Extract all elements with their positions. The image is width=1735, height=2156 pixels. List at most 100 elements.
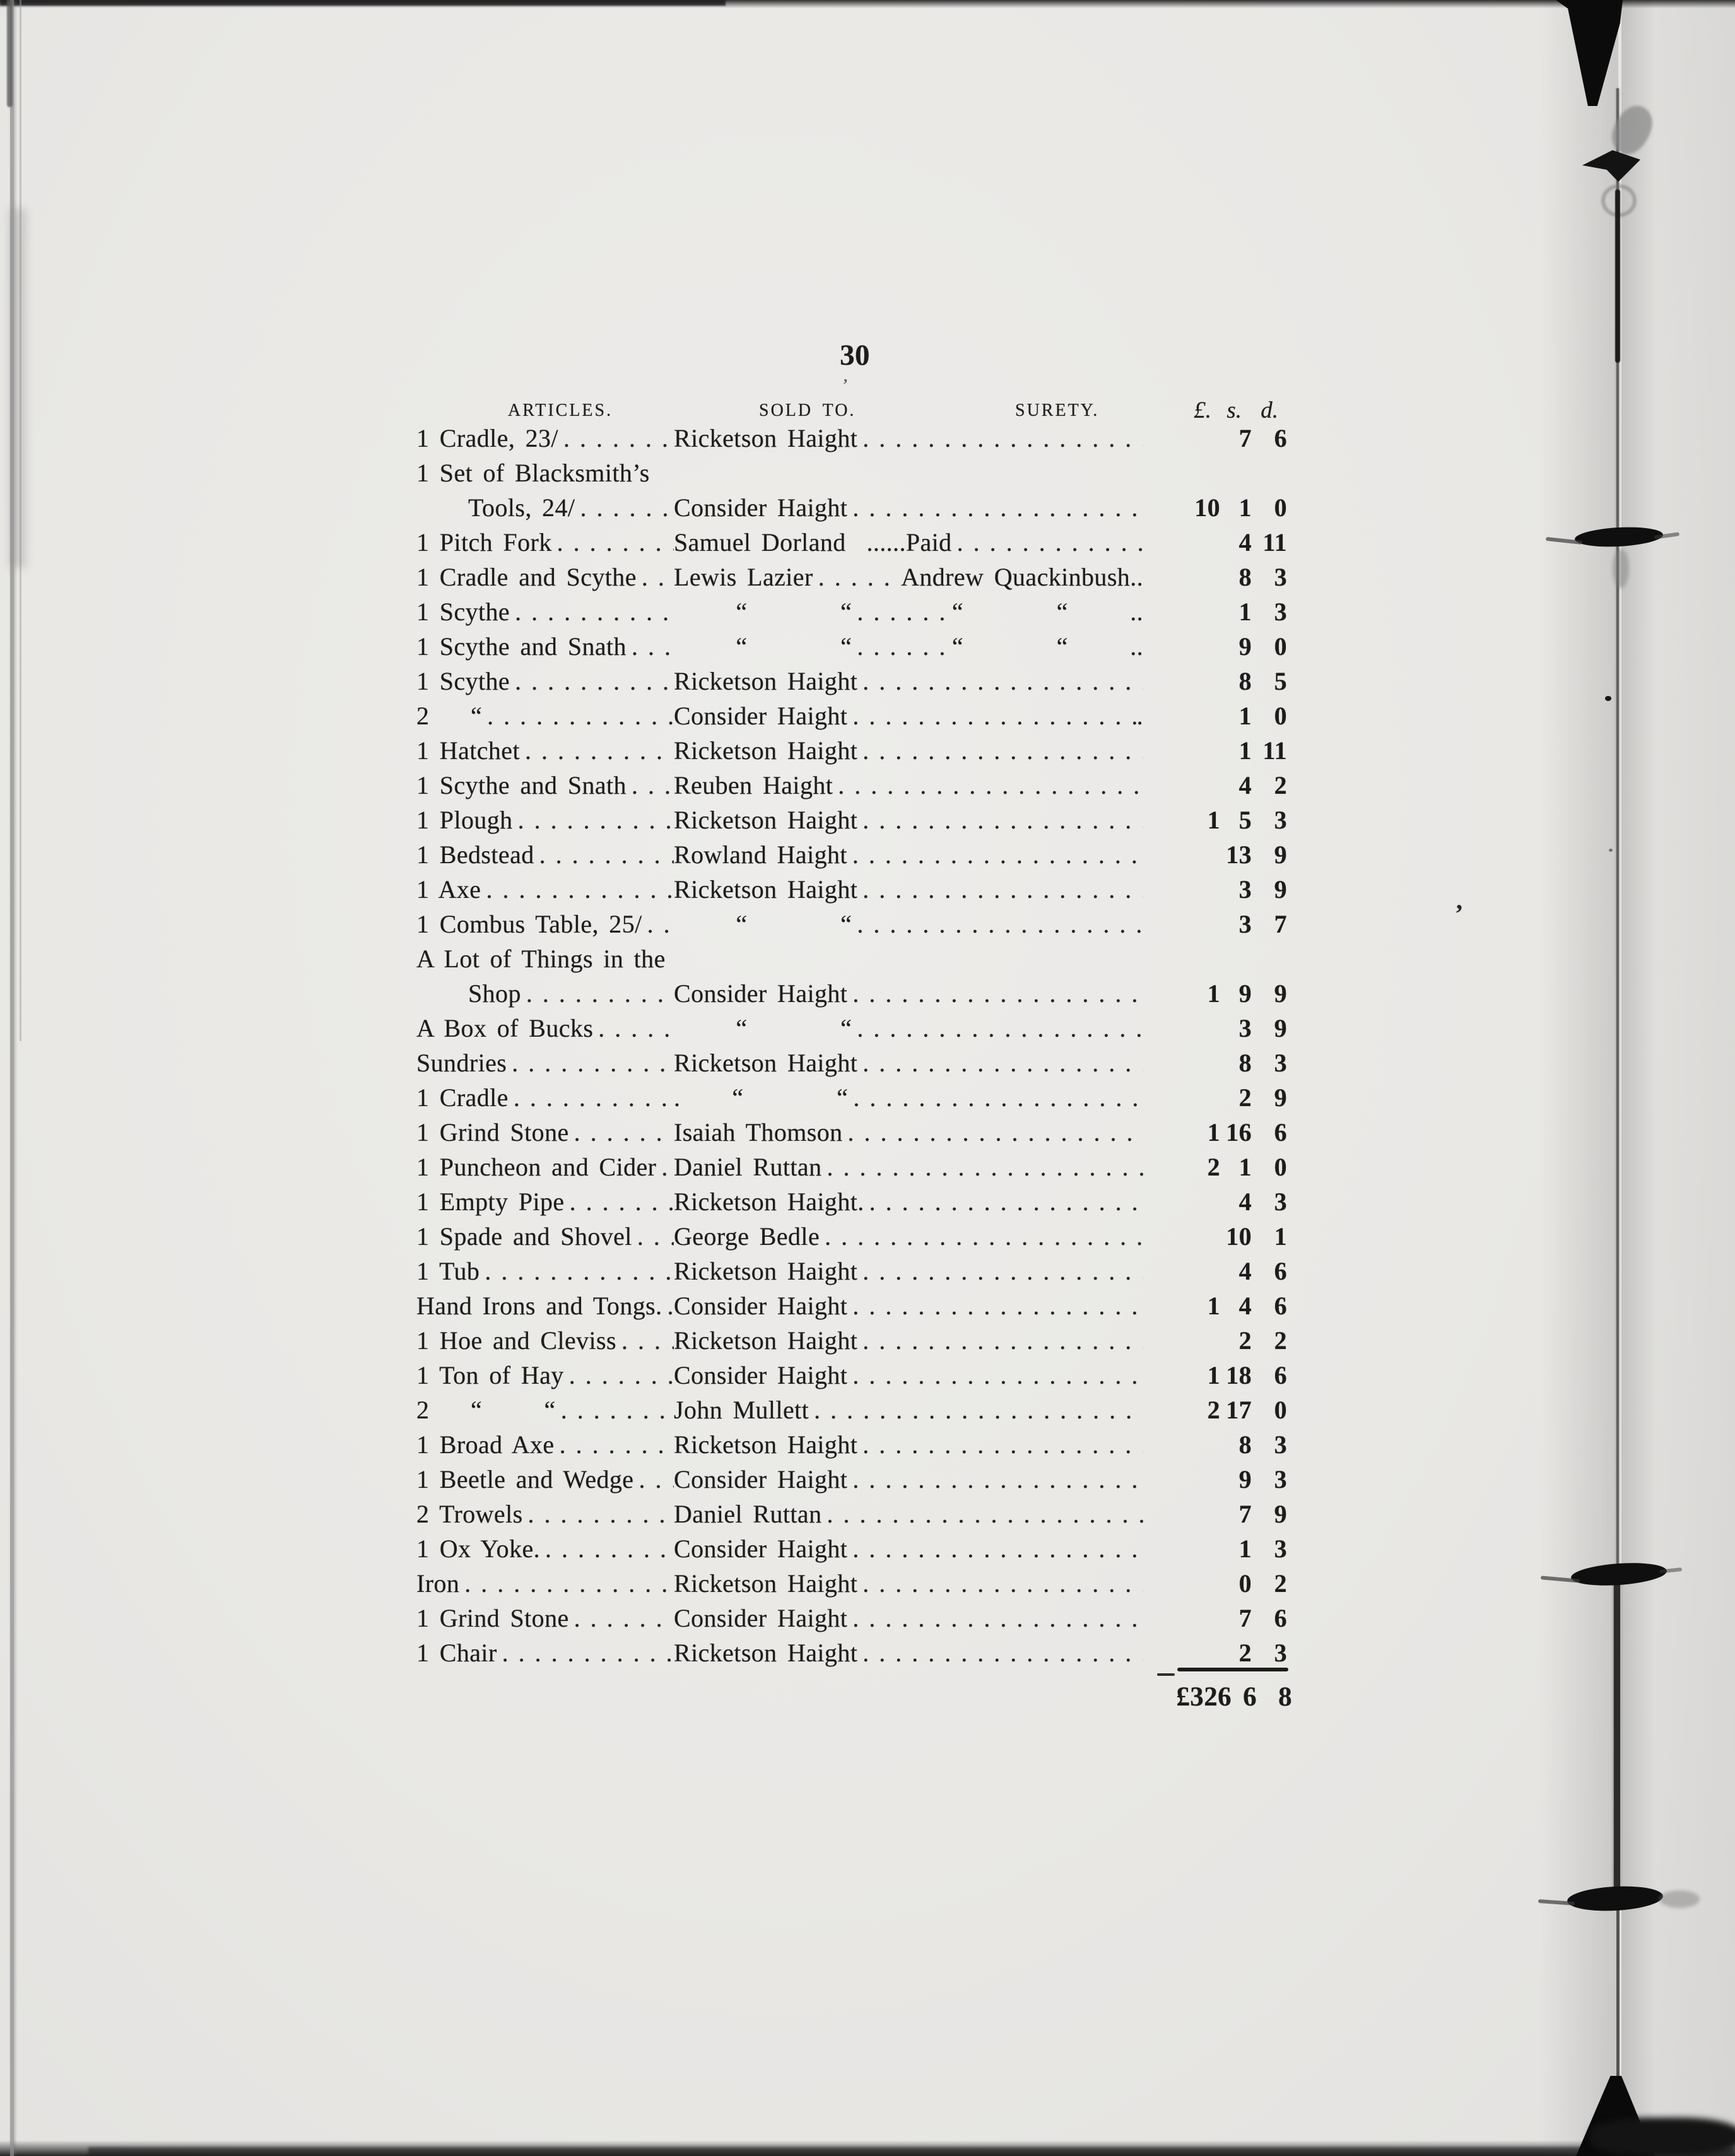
amount-shillings: 16 xyxy=(1226,1118,1252,1146)
leader-dots: ........................................… xyxy=(539,840,674,869)
amount-pounds: 1 xyxy=(1207,1292,1220,1320)
sold-to-surety-cell: Consider Haight.........................… xyxy=(674,1288,1184,1323)
amount-pounds xyxy=(1184,872,1220,907)
sold-to-text: Lewis Lazier xyxy=(674,563,813,591)
sold-to-text: “ “ xyxy=(674,598,852,626)
table-row: 1 Scythe and Snath......................… xyxy=(416,629,1287,664)
column-header-pounds: £. xyxy=(1194,398,1211,423)
table-row: 1 Set of Blacksmith’s xyxy=(416,456,1287,490)
leader-dots: ........................................… xyxy=(573,1118,674,1146)
sold-to-surety-cell: Ricketson Haight........................… xyxy=(674,803,1184,837)
total-pounds: £326 xyxy=(1176,1682,1232,1712)
amount-pounds: 2 xyxy=(1207,1153,1220,1181)
sold-to-surety-cell: Ricketson Haight........................… xyxy=(674,1566,1184,1601)
column-header-sold-to: SOLD TO. xyxy=(759,401,856,420)
stray-ink-tick: ’ xyxy=(843,377,849,393)
amount-pounds xyxy=(1184,1531,1220,1566)
leader-dots: ........................................… xyxy=(631,632,674,661)
table-row: 1 Hatchet...............................… xyxy=(416,733,1287,768)
amount-shillings: 4 xyxy=(1238,1187,1252,1216)
sold-to-text: “ “ xyxy=(674,632,852,661)
scan-edge-bottom-dark xyxy=(88,2147,1735,2156)
binding-seam-thick xyxy=(1614,1568,1620,1909)
leader-dots: ........................................… xyxy=(464,1569,674,1598)
sold-to-text: Consider Haight xyxy=(674,979,848,1008)
table-row: 1 Hoe and Cleviss.......................… xyxy=(416,1323,1287,1358)
article-text: Iron xyxy=(416,1569,460,1598)
amount-pence: 6 xyxy=(1274,1361,1287,1389)
amount-pounds xyxy=(1184,1323,1220,1358)
article-text: 1 Cradle xyxy=(416,1083,509,1112)
amount-pence: 9 xyxy=(1274,1083,1287,1112)
leader-dots: ........................................… xyxy=(573,1604,674,1632)
article-text: 1 Ox Yoke. xyxy=(416,1535,541,1563)
amount-pounds xyxy=(1184,1635,1220,1670)
amount-pounds xyxy=(1184,837,1220,872)
binding-bottom-smear xyxy=(1590,2118,1735,2156)
table-row: 1 Cradle................................… xyxy=(416,1080,1287,1115)
binding-stitch-1-smear xyxy=(1613,549,1629,588)
leader-dots: ........................................… xyxy=(852,702,1136,730)
amount-shillings: 4 xyxy=(1238,771,1252,799)
amount-pence: 11 xyxy=(1262,736,1287,765)
amount-pence: 6 xyxy=(1274,1257,1287,1285)
sold-to-text: Ricketson Haight xyxy=(674,806,858,834)
article-cell: 1 Scythe................................… xyxy=(416,594,674,629)
leader-dots: ........................................… xyxy=(956,528,1143,557)
leader-dots: ........................................… xyxy=(862,1326,1143,1355)
table-row: A Box of Bucks..........................… xyxy=(416,1011,1287,1046)
leader-dots: ........................................… xyxy=(560,1396,674,1424)
article-cell: 1 Grind Stone...........................… xyxy=(416,1115,674,1150)
binding-stitch-3-smear xyxy=(1659,1890,1700,1908)
article-text: 1 Hoe and Cleviss xyxy=(416,1326,616,1355)
leader-dots: ........................................… xyxy=(862,1049,1143,1077)
article-text: 2 Trowels xyxy=(416,1500,523,1528)
amount-pounds xyxy=(1184,1497,1220,1531)
amount-pounds: 1 xyxy=(1207,1118,1220,1146)
sold-to-surety-cell: Ricketson Haight........................… xyxy=(674,1635,1184,1670)
table-row: 1 Scythe................................… xyxy=(416,664,1287,698)
amount-shillings: 8 xyxy=(1238,1049,1252,1077)
article-cell: A Box of Bucks..........................… xyxy=(416,1011,674,1046)
sold-to-surety-cell: Ricketson Haight........................… xyxy=(674,1046,1184,1080)
article-cell: 1 Scythe................................… xyxy=(416,664,674,698)
article-text: 1 Hatchet xyxy=(416,736,520,765)
sold-to-text: “ “ xyxy=(674,1014,852,1042)
amount-pounds: 2 xyxy=(1207,1396,1220,1424)
amount-pence: 6 xyxy=(1274,1604,1287,1632)
sold-to-surety-cell: Daniel Ruttan...........................… xyxy=(674,1497,1184,1531)
amount-pence: 3 xyxy=(1274,1430,1287,1459)
article-cell: 1 Cradle and Scythe.....................… xyxy=(416,560,674,594)
sold-to-surety-cell: “ “.....................................… xyxy=(674,907,1184,941)
leader-dots: ........................................… xyxy=(638,1465,674,1493)
sold-to-text: Consider Haight xyxy=(674,1465,848,1493)
sold-to-text: Ricketson Haight xyxy=(674,736,858,765)
column-header-surety: SURETY. xyxy=(1015,401,1100,420)
leader-dots: ........................................… xyxy=(598,1014,674,1042)
leader-dots: ........................................… xyxy=(862,736,1143,765)
table-row: 1 Combus Table, 25/.....................… xyxy=(416,907,1287,941)
leader-dots: ........................................… xyxy=(862,806,1143,834)
binding-seam-upper xyxy=(1616,88,1619,1571)
amount-shillings: 1 xyxy=(1238,1535,1252,1563)
amount-pounds: 10 xyxy=(1194,493,1220,522)
amount-pence: 3 xyxy=(1274,1465,1287,1493)
leader-dots: ........................................… xyxy=(545,1535,674,1563)
article-text: 1 Plough xyxy=(416,806,513,834)
amount-pence: 9 xyxy=(1274,1500,1287,1528)
article-cell: 1 Hatchet...............................… xyxy=(416,733,674,768)
table-row: Tools, 24/..............................… xyxy=(416,490,1287,525)
article-text: Tools, 24/ xyxy=(468,493,575,522)
amount-pounds xyxy=(1184,1427,1220,1462)
page-edge-left-top xyxy=(7,0,13,107)
gutter-shadow xyxy=(1539,0,1618,2156)
amount-shillings: 9 xyxy=(1238,632,1252,661)
leader-dots: ........................................… xyxy=(862,1430,1143,1459)
sold-to-surety-cell: Ricketson Haight........................… xyxy=(674,872,1184,907)
article-cell: 2 “ “...................................… xyxy=(416,1393,674,1427)
sold-to-text: Ricketson Haight xyxy=(674,1049,858,1077)
article-text: 1 Grind Stone xyxy=(416,1604,569,1632)
table-row: 1 Scythe and Snath......................… xyxy=(416,768,1287,803)
binding-seam-dark-segment xyxy=(1615,189,1620,363)
table-row: 1 Puncheon and Cider....................… xyxy=(416,1150,1287,1184)
